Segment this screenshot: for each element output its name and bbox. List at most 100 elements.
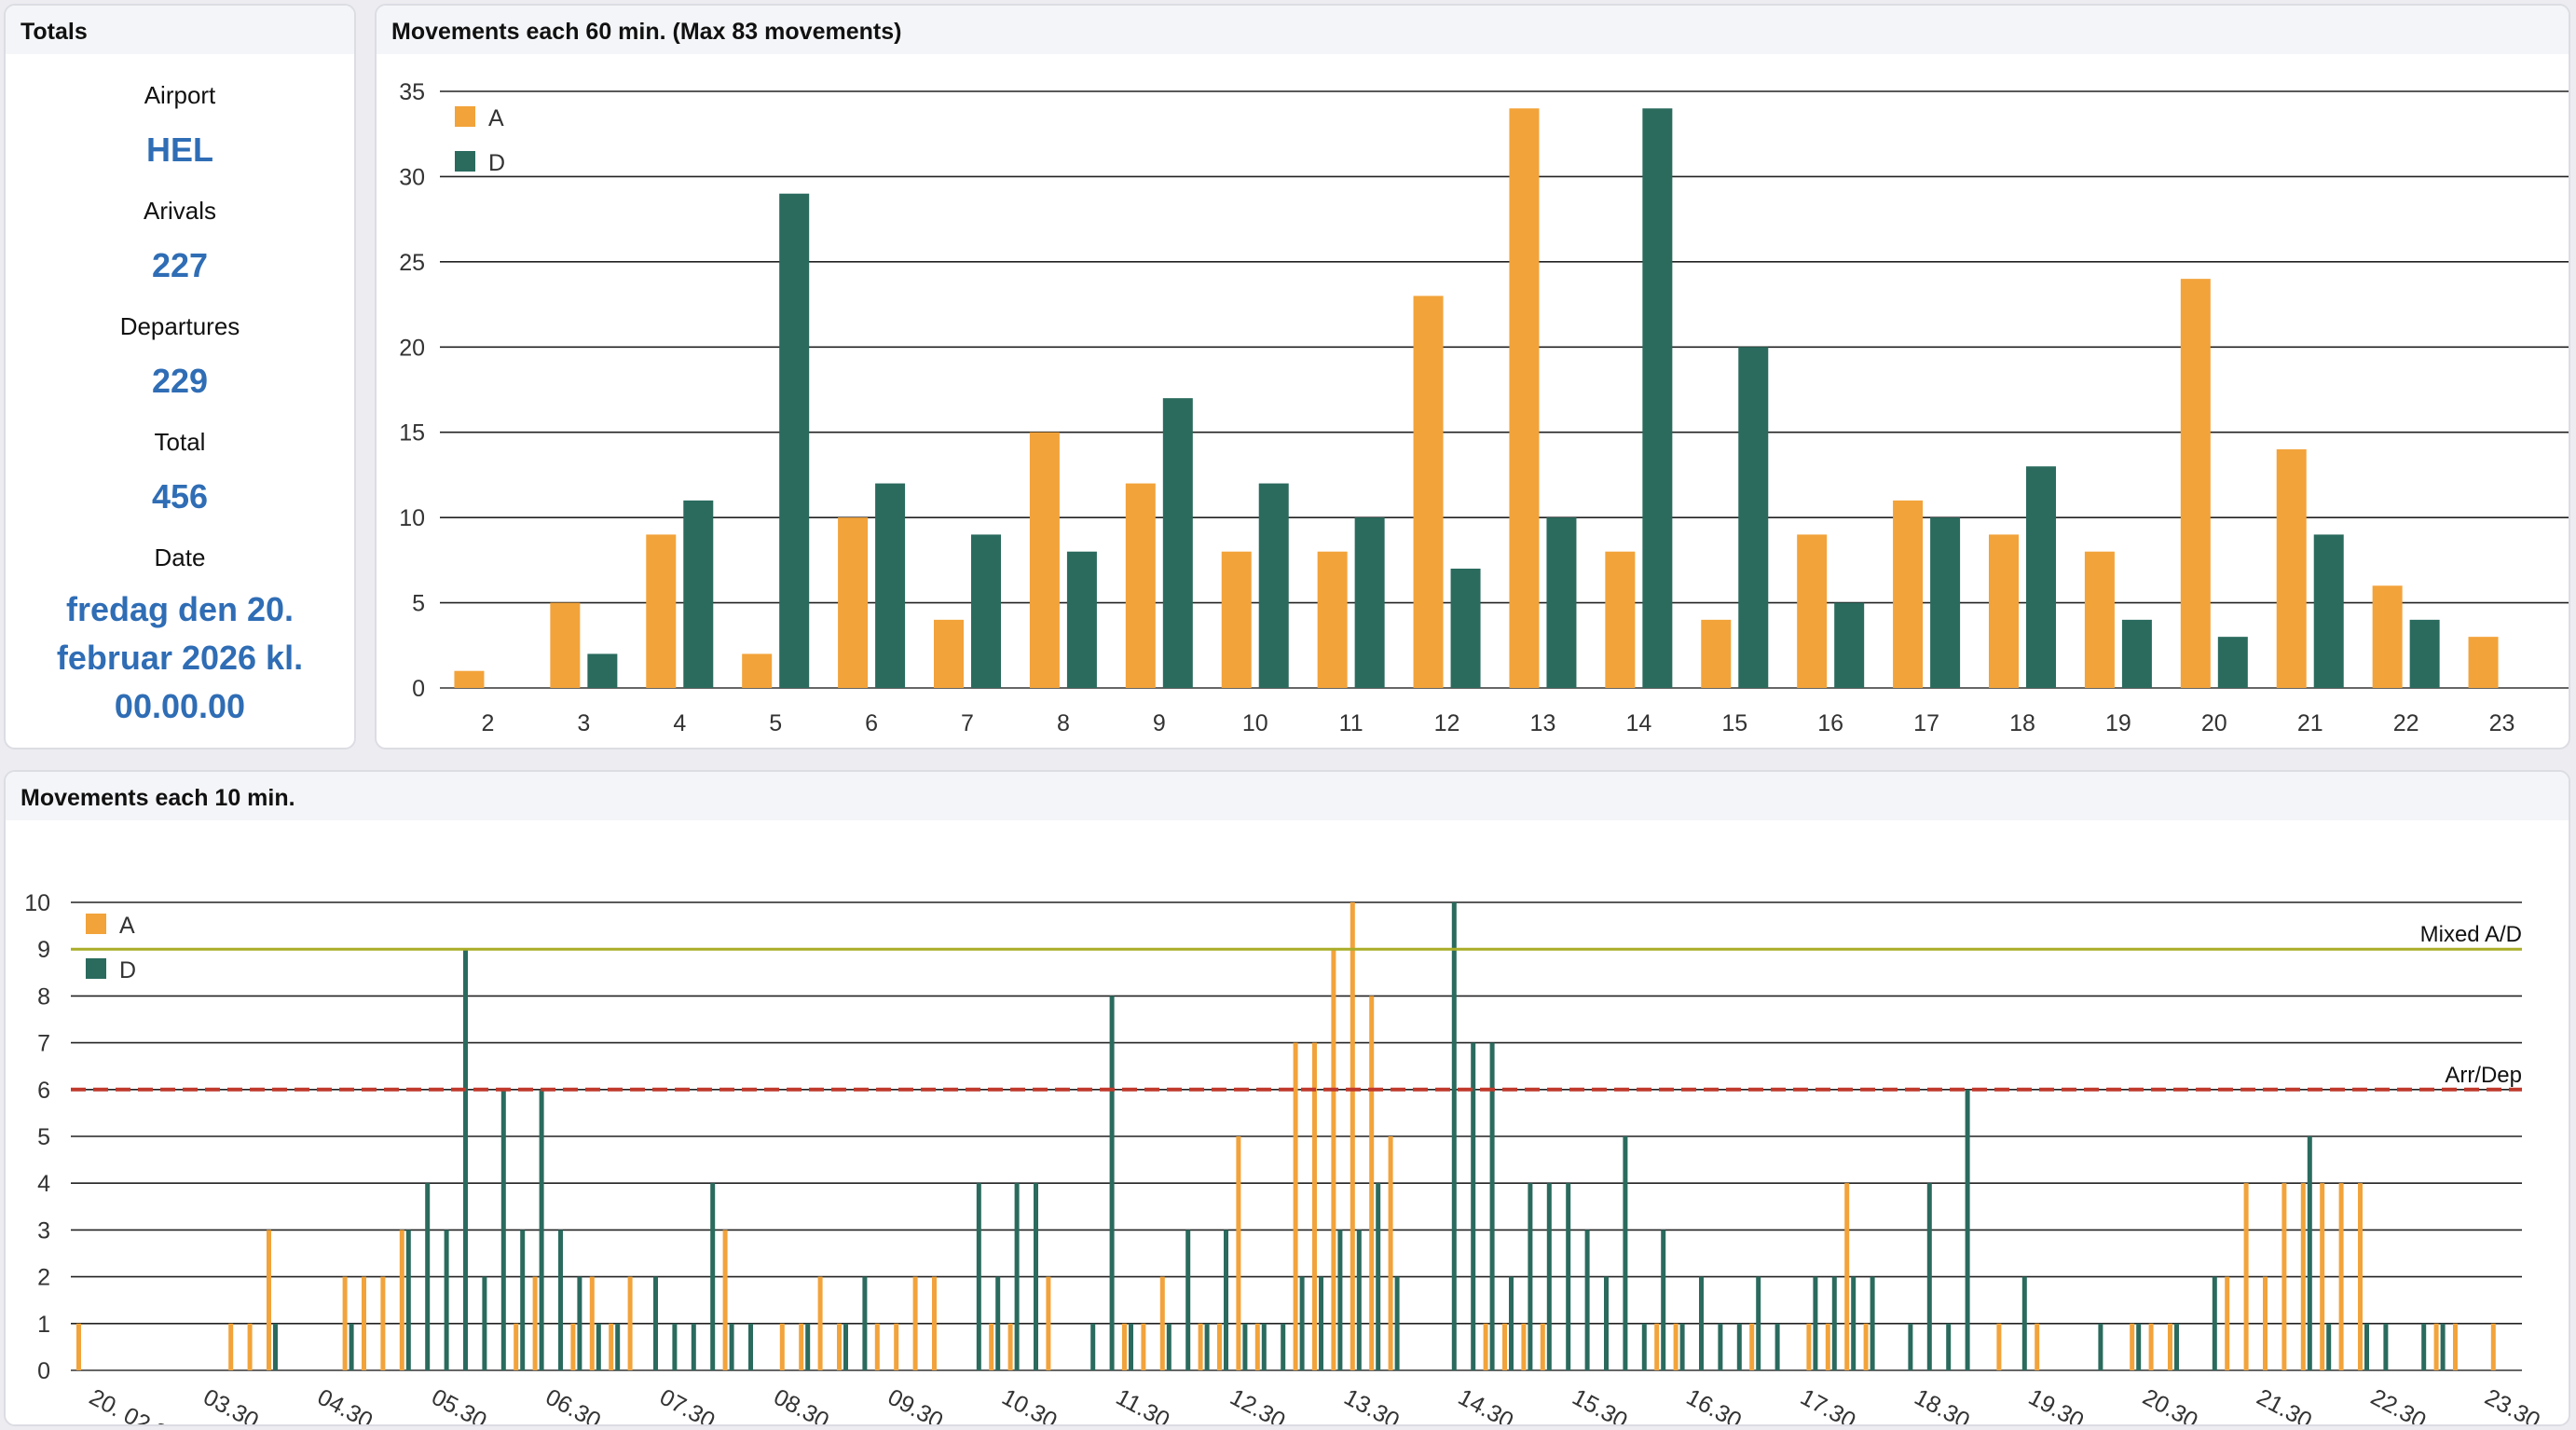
bar-arrivals [1893, 500, 1924, 688]
bar-departures [2307, 1136, 2312, 1370]
x-tick-label: 11.30 [1112, 1384, 1174, 1424]
x-tick-label: 21 [2297, 710, 2323, 736]
bar-departures [843, 1323, 848, 1370]
bar-arrivals [1863, 1323, 1869, 1370]
bar-departures [1356, 1230, 1362, 1370]
bar-departures [1642, 108, 1673, 689]
y-tick-label: 5 [37, 1124, 50, 1150]
bar-departures [1185, 1230, 1191, 1370]
bar-departures [2383, 1323, 2389, 1370]
bar-departures [1831, 1276, 1837, 1370]
bar-arrivals [1388, 1136, 1393, 1370]
airport-label: Airport [144, 81, 216, 109]
x-tick-label: 23 [2489, 710, 2515, 736]
bar-arrivals [589, 1276, 595, 1370]
bar-departures [1946, 1323, 1952, 1370]
bar-departures [1224, 1230, 1228, 1370]
bar-arrivals [1521, 1323, 1527, 1370]
legend-swatch-d [455, 151, 475, 172]
total-value: 456 [151, 477, 209, 516]
bar-arrivals [2084, 551, 2115, 688]
bar-arrivals [1350, 902, 1355, 1370]
bar-departures [672, 1323, 678, 1370]
y-tick-label: 2 [37, 1265, 50, 1291]
x-tick-label: 20.30 [2138, 1384, 2201, 1424]
bar-arrivals [2281, 1183, 2287, 1370]
y-tick-label: 20 [399, 335, 425, 361]
bar-arrivals [1989, 534, 2019, 688]
tenmin-chart-header: Movements each 10 min. [6, 772, 2569, 820]
bar-arrivals [1331, 949, 1336, 1370]
y-tick-label: 25 [399, 250, 425, 276]
bar-arrivals [2320, 1183, 2325, 1370]
bar-arrivals [1369, 996, 1375, 1370]
x-tick-label: 13 [1530, 710, 1556, 736]
y-tick-label: 10 [399, 505, 425, 531]
bar-departures [691, 1323, 696, 1370]
bar-departures [2313, 534, 2344, 688]
bar-departures [1584, 1230, 1590, 1370]
bar-departures [710, 1183, 716, 1370]
bar-departures [1376, 1183, 1381, 1370]
bar-arrivals [1221, 551, 1252, 688]
bar-arrivals [1797, 534, 1828, 688]
bar-departures [500, 1089, 506, 1370]
bar-arrivals [894, 1323, 899, 1370]
bar-departures [748, 1323, 753, 1370]
x-tick-label: 09.30 [884, 1384, 947, 1424]
bar-departures [875, 483, 906, 688]
bar-arrivals [76, 1323, 81, 1370]
bar-departures [1166, 1323, 1172, 1370]
bar-departures [976, 1183, 981, 1370]
bar-departures [1319, 1276, 1323, 1370]
bar-departures [1736, 1323, 1742, 1370]
bar-arrivals [2358, 1183, 2363, 1370]
bar-arrivals [799, 1323, 804, 1370]
bar-arrivals [514, 1323, 519, 1370]
bar-arrivals [2372, 585, 2403, 688]
bar-departures [463, 949, 468, 1370]
bar-departures [1623, 1136, 1628, 1370]
y-tick-label: 3 [37, 1217, 50, 1244]
bar-arrivals [1825, 1323, 1830, 1370]
x-tick-label: 2 [482, 710, 495, 736]
x-tick-label: 13.30 [1340, 1384, 1404, 1424]
x-tick-label: 16 [1817, 710, 1843, 736]
bar-departures [1204, 1323, 1210, 1370]
bar-arrivals [1122, 1323, 1127, 1370]
bar-arrivals [627, 1276, 633, 1370]
bar-arrivals [2180, 279, 2211, 688]
bar-departures [1394, 1276, 1400, 1370]
x-tick-label: 19.30 [2024, 1384, 2088, 1424]
bar-arrivals [342, 1276, 348, 1370]
bar-departures [862, 1276, 868, 1370]
bar-arrivals [2468, 637, 2499, 688]
bar-arrivals [932, 1276, 937, 1370]
bar-arrivals [1540, 1323, 1545, 1370]
bar-departures [1774, 1323, 1780, 1370]
bar-arrivals [2300, 1183, 2306, 1370]
bar-departures [1926, 1183, 1932, 1370]
x-tick-label: 10.30 [997, 1384, 1061, 1424]
x-tick-label: 20 [2201, 710, 2227, 736]
x-tick-label: 3 [577, 710, 590, 736]
bar-arrivals [1159, 1276, 1165, 1370]
bar-departures [1528, 1183, 1533, 1370]
bar-departures [1354, 517, 1385, 688]
bar-departures [1641, 1323, 1647, 1370]
bar-departures [1699, 1276, 1704, 1370]
airport-value: HEL [146, 131, 213, 169]
bar-arrivals [1654, 1323, 1660, 1370]
bar-arrivals [1312, 1042, 1317, 1370]
total-label: Total [154, 428, 206, 456]
bar-arrivals [2148, 1323, 2154, 1370]
bar-arrivals [2338, 1183, 2344, 1370]
x-tick-label: 12 [1434, 710, 1460, 736]
bar-departures [405, 1230, 411, 1370]
x-tick-label: 18 [2009, 710, 2035, 736]
legend-swatch-a [86, 914, 106, 934]
bar-arrivals [454, 670, 485, 688]
x-tick-label: 21.30 [2253, 1384, 2316, 1424]
bar-arrivals [1483, 1323, 1488, 1370]
